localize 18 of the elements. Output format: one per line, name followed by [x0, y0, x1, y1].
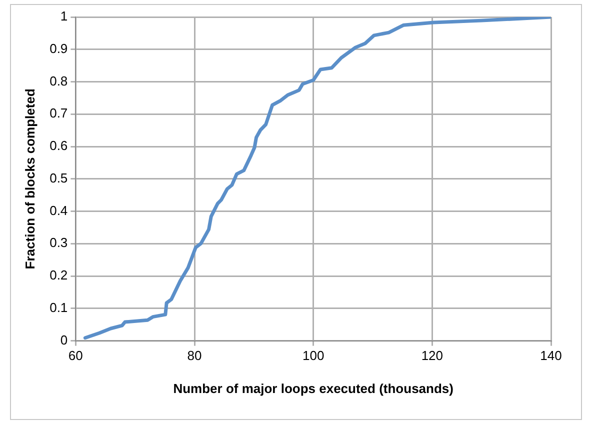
x-tick-label: 100: [302, 348, 324, 364]
y-tick-label: 0.8: [50, 73, 68, 88]
y-tick-label: 0.3: [50, 235, 68, 250]
y-tick-label: 0: [60, 332, 68, 348]
x-tick-label: 60: [68, 348, 83, 364]
y-axis-title: Fraction of blocks completed: [22, 88, 38, 270]
y-tick-label: 0.9: [50, 40, 68, 56]
x-tick-label: 80: [187, 348, 202, 364]
y-tick-label: 0.6: [50, 138, 68, 154]
x-axis-title: Number of major loops executed (thousands): [173, 380, 454, 396]
y-tick-label: 0.2: [50, 268, 68, 283]
x-tick-label: 140: [540, 348, 562, 364]
x-tick-label: 120: [421, 348, 444, 364]
y-tick-label: 0.1: [50, 300, 68, 315]
y-tick-label: 0.5: [50, 170, 68, 186]
y-tick-label: 1: [60, 8, 68, 24]
y-tick-label: 0.7: [50, 106, 68, 121]
y-tick-label: 0.4: [50, 202, 68, 218]
